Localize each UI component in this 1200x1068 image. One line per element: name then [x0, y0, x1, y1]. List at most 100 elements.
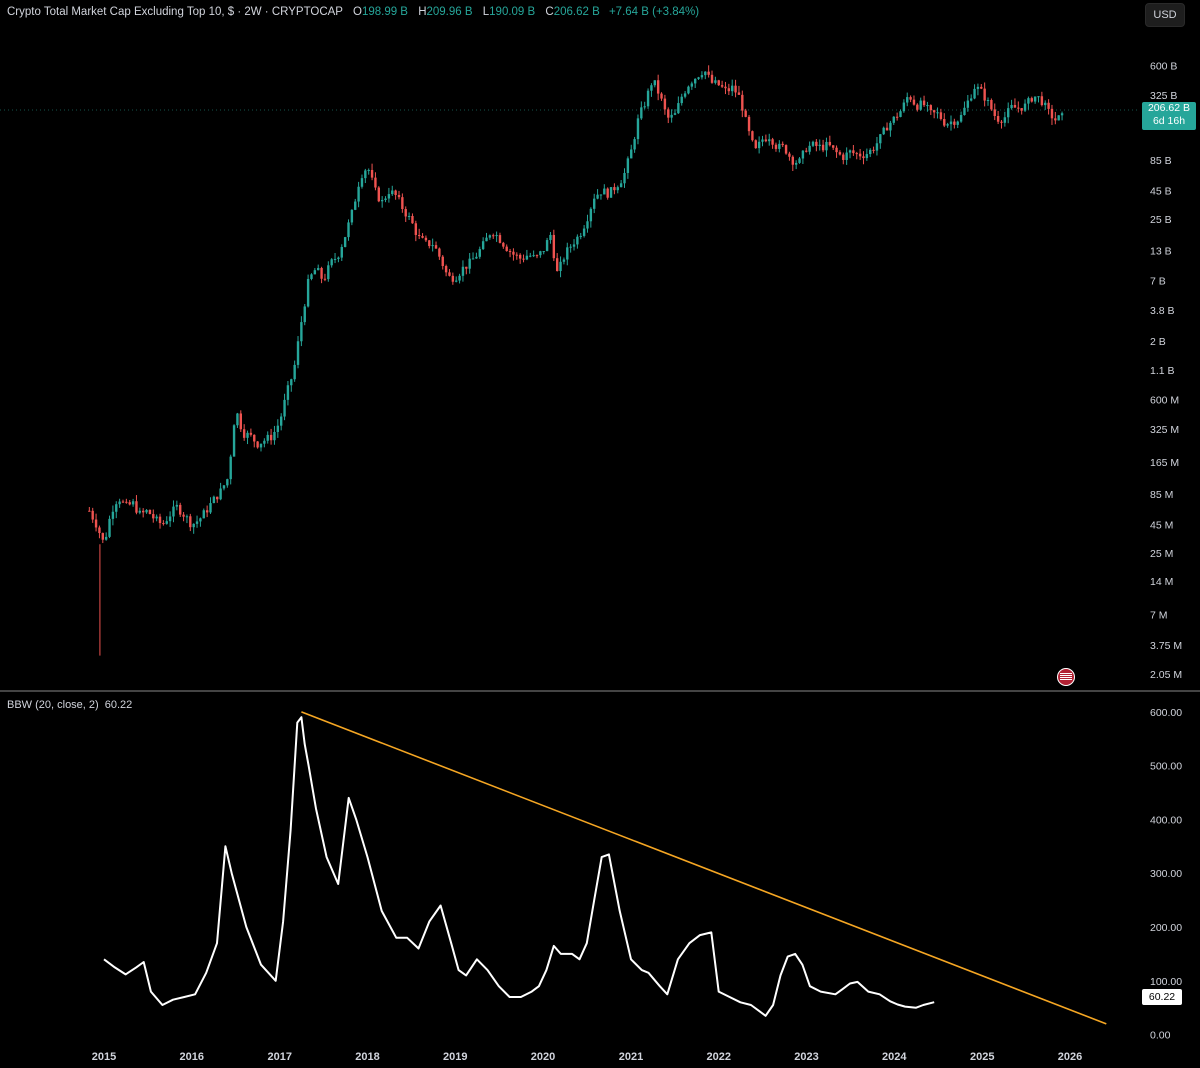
candle-body — [919, 100, 922, 110]
candle-body — [236, 413, 239, 426]
candle-body — [990, 100, 993, 110]
candle-body — [458, 275, 461, 281]
candle-body — [818, 144, 821, 146]
candle-body — [340, 246, 343, 258]
candle-body — [448, 272, 451, 276]
candle-body — [828, 141, 832, 146]
us-flag-icon[interactable] — [1057, 668, 1075, 686]
candle-body — [428, 240, 431, 247]
bbw-tick-label: 300.00 — [1150, 868, 1182, 880]
candle-body — [192, 523, 195, 528]
candle-body — [768, 139, 771, 142]
trendline[interactable] — [301, 711, 1107, 1025]
symbol-title[interactable]: Crypto Total Market Cap Excluding Top 10… — [7, 6, 343, 18]
candle-body — [232, 425, 236, 457]
candle-body — [141, 510, 145, 513]
candle-body — [152, 514, 155, 519]
candle-body — [310, 274, 313, 279]
candle-body — [545, 240, 549, 252]
candle-body — [579, 235, 582, 237]
candle-body — [754, 140, 757, 149]
candle-body — [249, 432, 253, 435]
candle-body — [300, 322, 303, 342]
open-label: O — [352, 6, 362, 18]
candle-body — [589, 208, 593, 222]
indicator-title: BBW (20, close, 2) — [7, 699, 99, 711]
candle-body — [845, 152, 848, 160]
candle-body — [202, 510, 205, 519]
candle-body — [939, 112, 943, 119]
candle-body — [518, 254, 522, 259]
candle-body — [586, 221, 589, 229]
candle-body — [1054, 118, 1057, 121]
candle-body — [724, 86, 727, 89]
price-tick-label: 165 M — [1150, 457, 1179, 469]
candle-body — [535, 255, 539, 257]
candle-body — [895, 116, 899, 118]
candle-body — [869, 149, 872, 155]
candle-body — [690, 83, 694, 87]
candle-body — [831, 145, 835, 148]
time-tick-label: 2019 — [443, 1051, 467, 1063]
candle-body — [801, 150, 805, 159]
candle-body — [434, 245, 438, 249]
candle-body — [1000, 121, 1003, 123]
high-value: 209.96 B — [426, 6, 473, 18]
candle-body — [290, 379, 293, 386]
candle-body — [515, 254, 518, 256]
candle-body — [640, 107, 643, 119]
candle-body — [121, 501, 125, 503]
candle-body — [670, 114, 673, 118]
candle-body — [609, 187, 613, 198]
candle-body — [899, 111, 902, 117]
candle-body — [983, 88, 986, 101]
price-axis[interactable]: 600 B 325 B 85 B 45 B 25 B 13 B 7 B 3.8 B 2 B 1.1… — [1150, 60, 1182, 681]
candle-body — [219, 488, 222, 500]
change-value: +7.64 B (+3.84%) — [608, 6, 700, 18]
candle-body — [852, 150, 855, 154]
candle-body — [438, 248, 441, 257]
time-tick-label: 2026 — [1058, 1051, 1082, 1063]
candle-body — [593, 198, 596, 209]
time-tick-label: 2024 — [882, 1051, 907, 1063]
bbw-axis[interactable]: 600.00 500.00 400.00 300.00 200.00 100.00 0.00 — [1150, 707, 1182, 1042]
candle-body — [539, 251, 542, 256]
candle-body — [717, 80, 720, 86]
candle-body — [380, 200, 384, 202]
candle-body — [821, 144, 825, 151]
time-axis[interactable]: 2015 2016 2017 2018 2019 2020 2021 2022 2023 2024… — [92, 1051, 1082, 1063]
candle-body — [959, 115, 963, 122]
candle-body — [1027, 98, 1030, 104]
candle-body — [956, 121, 959, 125]
candle-body — [199, 518, 202, 522]
candle-body — [94, 519, 98, 528]
candle-body — [317, 268, 320, 271]
candle-body — [771, 139, 774, 145]
candle-body — [963, 107, 966, 116]
candle-body — [569, 246, 572, 248]
currency-button[interactable]: USD — [1145, 3, 1185, 27]
indicator-header[interactable]: BBW (20, close, 2) 60.22 — [7, 699, 132, 711]
price-tick-label: 3.8 B — [1150, 305, 1175, 317]
candle-body — [508, 251, 512, 253]
bbw-tick-label: 400.00 — [1150, 814, 1182, 826]
candle-body — [761, 139, 764, 142]
price-tick-label: 2.05 M — [1150, 669, 1182, 681]
candle-body — [327, 265, 330, 280]
candle-body — [949, 121, 953, 125]
last-price-tag: 206.62 B 6d 16h — [1142, 102, 1196, 130]
candle-body — [313, 270, 317, 275]
candle-body — [916, 104, 919, 110]
candle-body — [1060, 113, 1064, 116]
candle-body — [872, 149, 875, 151]
candle-body — [397, 195, 401, 198]
candle-body — [357, 186, 360, 202]
candle-body — [687, 86, 690, 94]
candle-body — [492, 235, 495, 237]
candle-body — [559, 261, 562, 272]
candle-body — [391, 190, 394, 195]
candle-body — [155, 516, 158, 519]
candle-body — [229, 456, 232, 480]
candle-body — [1040, 96, 1044, 106]
